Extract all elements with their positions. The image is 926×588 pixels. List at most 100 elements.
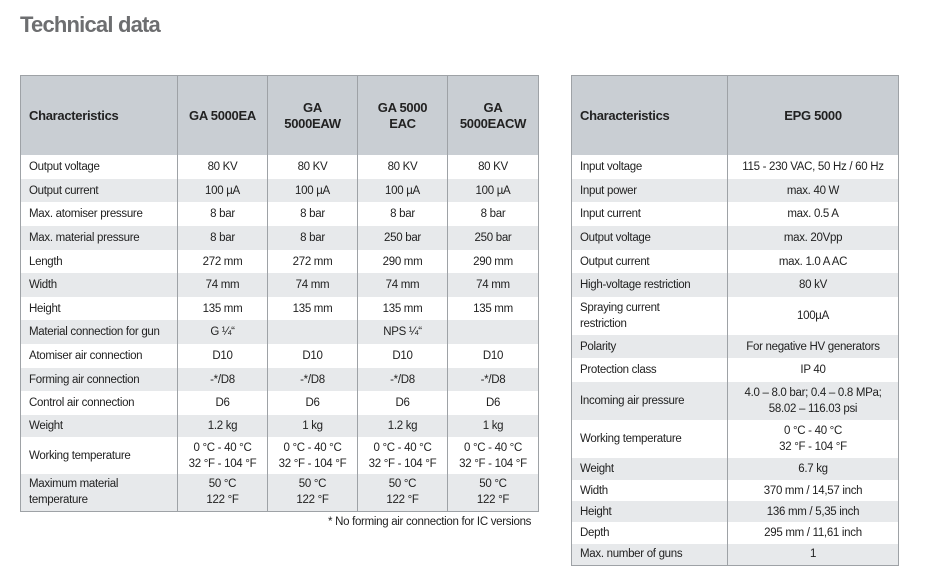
header-cell: GA 5000EA xyxy=(177,75,268,155)
cell: Working temperature xyxy=(20,437,178,474)
cell: 74 mm xyxy=(267,273,358,297)
cell: 1 xyxy=(727,544,899,566)
row: Depth 295 mm / 11,61 inch xyxy=(571,522,899,544)
row: Weight 6.7 kg xyxy=(571,458,899,480)
cell: 6.7 kg xyxy=(727,458,899,480)
row: Forming air connection -*/D8 -*/D8 -*/D8 -*/… xyxy=(20,368,539,391)
row: Output voltage max. 20Vpp xyxy=(571,226,899,250)
cell: max. 0.5 A xyxy=(727,202,899,226)
cell: 1.2 kg xyxy=(357,415,448,437)
cell: Input power xyxy=(571,179,728,202)
row: Polarity For negative HV generators xyxy=(571,335,899,358)
cell: -*/D8 xyxy=(267,368,358,391)
cell: 290 mm xyxy=(357,250,448,273)
cell: Height xyxy=(20,297,178,320)
cell: 272 mm xyxy=(267,250,358,273)
header-cell: GA 5000EACW xyxy=(447,75,539,155)
header-cell: Characteristics xyxy=(571,75,728,155)
cell: Control air connection xyxy=(20,391,178,415)
header-cell: EPG 5000 xyxy=(727,75,899,155)
cell: 100µA xyxy=(727,297,899,335)
row: Working temperature 0 °C - 40 °C 32 °F - … xyxy=(20,437,539,474)
spec-table-generator: Characteristics EPG 5000 Input voltage 115 … xyxy=(571,75,899,566)
cell: 250 bar xyxy=(357,226,448,250)
cell: 80 KV xyxy=(447,155,539,179)
row: Weight 1.2 kg 1 kg 1.2 kg 1 kg xyxy=(20,415,539,437)
row: Width 74 mm 74 mm 74 mm 74 mm xyxy=(20,273,539,297)
cell: 370 mm / 14,57 inch xyxy=(727,480,899,501)
cell: 80 KV xyxy=(357,155,448,179)
cell: Weight xyxy=(20,415,178,437)
cell: Input voltage xyxy=(571,155,728,179)
spec-table-guns: Characteristics GA 5000EA GA 5000EAW GA 500… xyxy=(20,75,539,512)
cell: Width xyxy=(571,480,728,501)
cell: 50 °C 122 °F xyxy=(357,474,448,512)
cell xyxy=(447,320,539,344)
row: Max. number of guns 1 xyxy=(571,544,899,566)
cell: Weight xyxy=(571,458,728,480)
row: Height 135 mm 135 mm 135 mm 135 mm xyxy=(20,297,539,320)
row: Input voltage 115 - 230 VAC, 50 Hz / 60 H… xyxy=(571,155,899,179)
cell: 100 µA xyxy=(177,179,268,202)
cell: D10 xyxy=(447,344,539,368)
header-cell: GA 5000 EAC xyxy=(357,75,448,155)
cell: D10 xyxy=(177,344,268,368)
cell: D6 xyxy=(177,391,268,415)
cell: 0 °C - 40 °C 32 °F - 104 °F xyxy=(447,437,539,474)
cell: 272 mm xyxy=(177,250,268,273)
header-cell: GA 5000EAW xyxy=(267,75,358,155)
cell: 8 bar xyxy=(177,202,268,226)
cell: 0 °C - 40 °C 32 °F - 104 °F xyxy=(357,437,448,474)
row: Protection class IP 40 xyxy=(571,358,899,382)
cell: Output voltage xyxy=(571,226,728,250)
cell: 8 bar xyxy=(177,226,268,250)
cell: 136 mm / 5,35 inch xyxy=(727,501,899,522)
cell: Maximum material temperature xyxy=(20,474,178,512)
cell: 50 °C 122 °F xyxy=(447,474,539,512)
cell: Output voltage xyxy=(20,155,178,179)
cell: 4.0 – 8.0 bar; 0.4 – 0.8 MPa; 58.02 – 11… xyxy=(727,382,899,420)
cell: 100 µA xyxy=(447,179,539,202)
row: Max. atomiser pressure 8 bar 8 bar 8 bar 8 b… xyxy=(20,202,539,226)
cell: Max. material pressure xyxy=(20,226,178,250)
cell: max. 40 W xyxy=(727,179,899,202)
cell: 135 mm xyxy=(177,297,268,320)
cell: For negative HV generators xyxy=(727,335,899,358)
row: Max. material pressure 8 bar 8 bar 250 bar 2… xyxy=(20,226,539,250)
cell: 8 bar xyxy=(357,202,448,226)
row: Height 136 mm / 5,35 inch xyxy=(571,501,899,522)
cell: 50 °C 122 °F xyxy=(177,474,268,512)
row: Output current 100 µA 100 µA 100 µA 100 µA xyxy=(20,179,539,202)
cell: max. 20Vpp xyxy=(727,226,899,250)
cell: 295 mm / 11,61 inch xyxy=(727,522,899,544)
row: Output voltage 80 KV 80 KV 80 KV 80 KV xyxy=(20,155,539,179)
cell: 100 µA xyxy=(267,179,358,202)
row: Input current max. 0.5 A xyxy=(571,202,899,226)
cell: Length xyxy=(20,250,178,273)
cell: High-voltage restriction xyxy=(571,273,728,297)
cell: max. 1.0 A AC xyxy=(727,250,899,273)
cell: Atomiser air connection xyxy=(20,344,178,368)
cell: -*/D8 xyxy=(447,368,539,391)
cell: 8 bar xyxy=(447,202,539,226)
cell: 1 kg xyxy=(267,415,358,437)
cell: 74 mm xyxy=(357,273,448,297)
cell: Input current xyxy=(571,202,728,226)
cell: 290 mm xyxy=(447,250,539,273)
cell: Output current xyxy=(571,250,728,273)
cell: 0 °C - 40 °C 32 °F - 104 °F xyxy=(727,420,899,458)
cell: IP 40 xyxy=(727,358,899,382)
cell: Protection class xyxy=(571,358,728,382)
row: Spraying current restriction 100µA xyxy=(571,297,899,335)
header-cell: Characteristics xyxy=(20,75,178,155)
cell: Max. atomiser pressure xyxy=(20,202,178,226)
cell: Max. number of guns xyxy=(571,544,728,566)
row: Atomiser air connection D10 D10 D10 D10 xyxy=(20,344,539,368)
row: Incoming air pressure 4.0 – 8.0 bar; 0.4 … xyxy=(571,382,899,420)
cell: G ¼“ xyxy=(177,320,268,344)
cell xyxy=(267,320,358,344)
cell: 135 mm xyxy=(267,297,358,320)
page-title: Technical data xyxy=(20,12,161,37)
cell: 74 mm xyxy=(177,273,268,297)
